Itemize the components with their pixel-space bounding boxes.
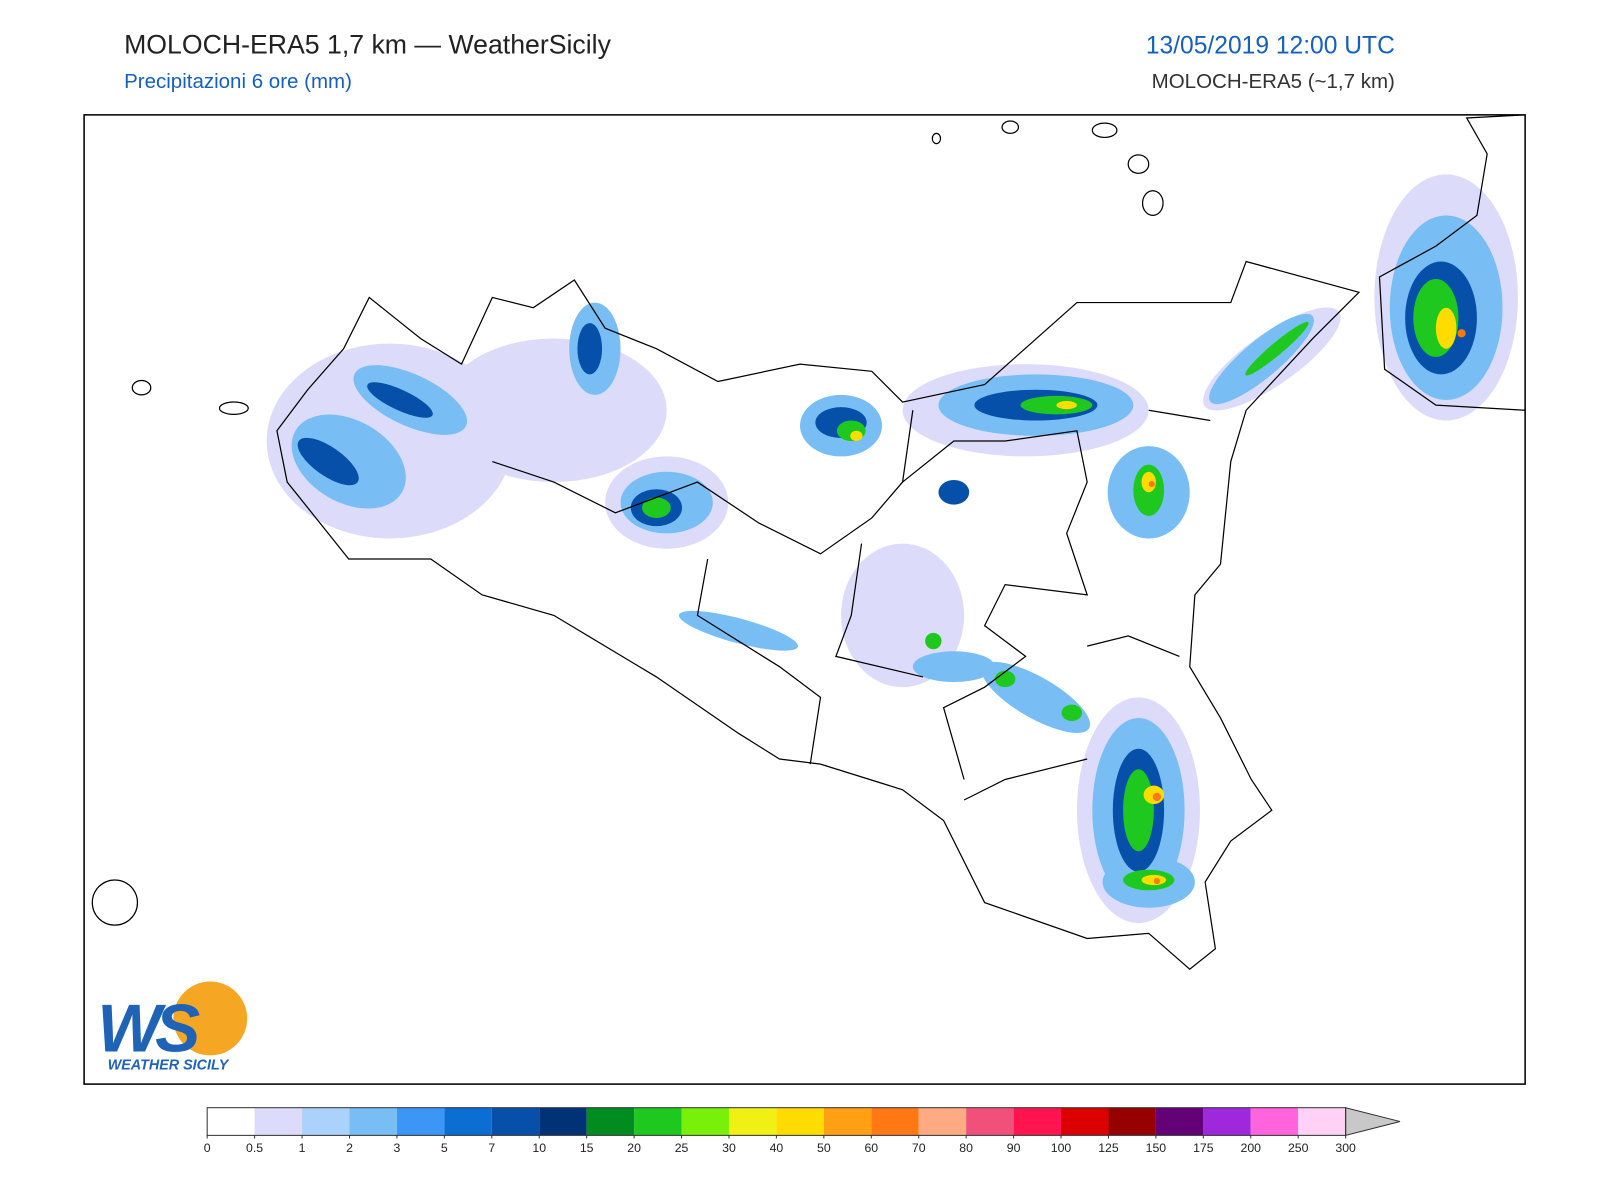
colorbar-tick-label: 30 [722, 1141, 736, 1155]
logo: WS WEATHER SICILY [97, 981, 248, 1074]
colorbar-tick-label: 25 [675, 1141, 689, 1155]
colorbar-box [207, 1107, 255, 1136]
colorbar-box [776, 1107, 824, 1136]
colorbar-box [1203, 1107, 1251, 1136]
colorbar-box [444, 1107, 492, 1136]
colorbar-tick-label: 2 [346, 1141, 353, 1155]
colorbar-box [1250, 1107, 1299, 1136]
colorbar-tick-label: 3 [394, 1141, 401, 1155]
logo-letters: WS [97, 991, 200, 1066]
colorbar-tick-label: 40 [770, 1141, 784, 1155]
colorbar-box [681, 1107, 729, 1136]
colorbar-tick-label: 10 [532, 1141, 546, 1155]
colorbar-box [254, 1107, 303, 1136]
logo-name: WEATHER SICILY [108, 1058, 230, 1074]
colorbar-tick-label: 300 [1335, 1141, 1356, 1155]
colorbar-tick-label: 90 [1007, 1141, 1021, 1155]
colorbar-box [586, 1107, 635, 1136]
colorbar-box [871, 1107, 919, 1136]
colorbar-box [1155, 1107, 1204, 1136]
colorbar-tick-label: 15 [580, 1141, 594, 1155]
colorbar-tick-label: 0.5 [246, 1141, 263, 1155]
colorbar-box [1108, 1107, 1156, 1136]
colorbar-box [1061, 1107, 1109, 1136]
colorbar-box [491, 1107, 540, 1136]
colorbar-tick-label: 175 [1193, 1141, 1214, 1155]
colorbar-tick-label: 150 [1146, 1141, 1167, 1155]
colorbar-tick-label: 20 [627, 1141, 641, 1155]
colorbar-box [1013, 1107, 1062, 1136]
colorbar-tick-label: 60 [864, 1141, 878, 1155]
subtitle: Precipitazioni 6 ore (mm) [124, 70, 352, 93]
colorbar-tick-label: 70 [912, 1141, 926, 1155]
colorbar-box [1298, 1107, 1346, 1136]
sicily-coastline [276, 260, 1361, 971]
colorbar-tick-label: 250 [1288, 1141, 1309, 1155]
colorbar-box [302, 1107, 350, 1136]
colorbar-tick-label: 1 [299, 1141, 306, 1155]
province-borders [492, 409, 1211, 801]
colorbar-box [918, 1107, 967, 1136]
colorbar-box [966, 1107, 1014, 1136]
colorbar-extension [1345, 1107, 1401, 1137]
colorbar-box [634, 1107, 682, 1136]
colorbar-tick-label: 7 [488, 1141, 495, 1155]
colorbar-tick-label: 200 [1241, 1141, 1262, 1155]
colorbar-tick-label: 5 [441, 1141, 448, 1155]
title: MOLOCH-ERA5 1,7 km — WeatherSicily [124, 29, 612, 59]
islands [91, 120, 1164, 926]
colorbar-tick-label: 125 [1098, 1141, 1119, 1155]
colorbar-box [349, 1107, 397, 1136]
valid-time: 13/05/2019 12:00 UTC [1146, 32, 1395, 59]
model-label: MOLOCH-ERA5 (~1,7 km) [1152, 70, 1395, 93]
colorbar-tick-label: 0 [204, 1141, 211, 1155]
colorbar: 0 0.5 1 2 3 5 7 10 15 20 25 30 40 50 60 70 80 90 100 125 150… [204, 1107, 1401, 1155]
colorbar-box [396, 1107, 445, 1136]
calabria-coastline [1378, 114, 1526, 411]
logo-sun [173, 981, 248, 1056]
map-frame [83, 114, 1526, 1085]
map [83, 114, 1526, 1085]
colorbar-tick-label: 80 [959, 1141, 973, 1155]
colorbar-box [539, 1107, 587, 1136]
precipitation-field [266, 174, 1518, 924]
colorbar-box [823, 1107, 872, 1136]
colorbar-box [728, 1107, 777, 1136]
colorbar-tick-label: 50 [817, 1141, 831, 1155]
colorbar-tick-label: 100 [1051, 1141, 1072, 1155]
